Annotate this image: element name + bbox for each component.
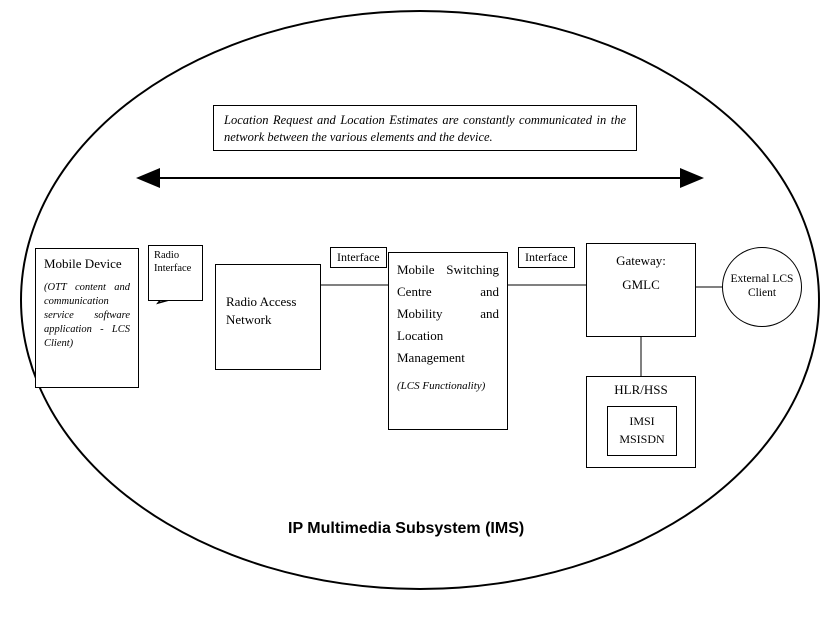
node-mobile-device: Mobile Device (OTT content and communica… bbox=[35, 248, 139, 388]
node-radio-interface: Radio Interface bbox=[148, 245, 203, 301]
node-imsi: IMSI MSISDN bbox=[607, 406, 677, 456]
mobile-device-title: Mobile Device bbox=[44, 255, 130, 273]
node-msc: Mobile Switching Centre and Mobility and… bbox=[388, 252, 508, 430]
imsi-line1: IMSI bbox=[610, 412, 674, 430]
interface-1-text: Interface bbox=[337, 250, 380, 264]
title-text: IP Multimedia Subsystem (IMS) bbox=[288, 520, 524, 537]
hlr-label: HLR/HSS bbox=[614, 382, 667, 397]
imsi-line2: MSISDN bbox=[610, 430, 674, 448]
node-ran: Radio Access Network bbox=[215, 264, 321, 370]
msc-subtitle: (LCS Functionality) bbox=[397, 379, 499, 394]
external-client-label: External LCS Client bbox=[727, 273, 797, 301]
mobile-device-subtitle: (OTT content and communication service s… bbox=[44, 281, 130, 352]
gmlc-top: Gateway: bbox=[595, 252, 687, 270]
gmlc-main: GMLC bbox=[595, 276, 687, 294]
ran-label: Radio Access Network bbox=[226, 294, 296, 327]
node-gmlc: Gateway: GMLC bbox=[586, 243, 696, 337]
interface-label-2: Interface bbox=[518, 247, 575, 268]
radio-interface-label: Radio Interface bbox=[154, 250, 191, 274]
interface-2-text: Interface bbox=[525, 250, 568, 264]
node-external-client: External LCS Client bbox=[722, 247, 802, 327]
msc-title: Mobile Switching Centre and Mobility and… bbox=[397, 259, 499, 369]
interface-label-1: Interface bbox=[330, 247, 387, 268]
diagram-title: IP Multimedia Subsystem (IMS) bbox=[288, 520, 524, 538]
